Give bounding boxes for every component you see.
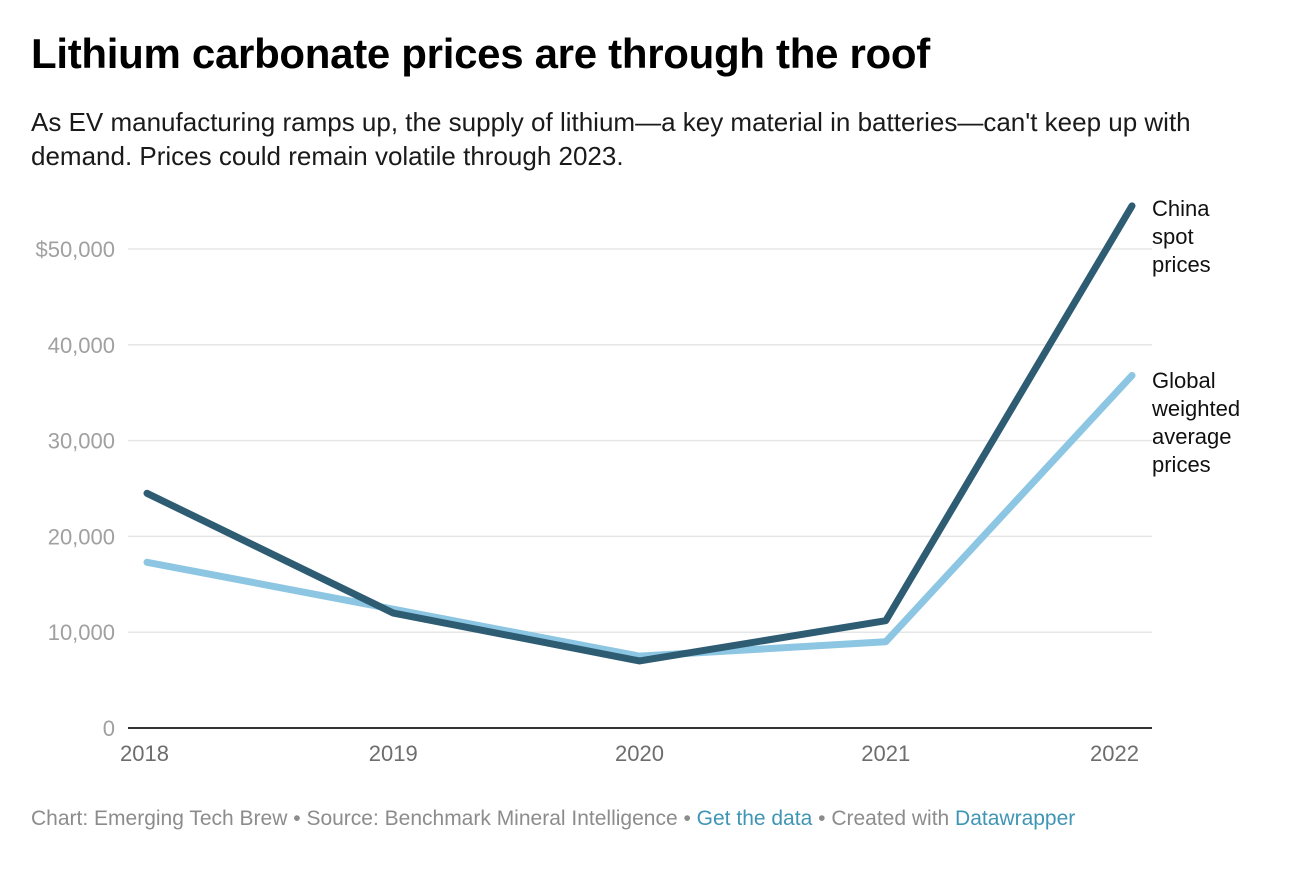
footer-separator: • (293, 807, 301, 830)
y-tick-label: 30,000 (48, 429, 115, 454)
global-weighted-average-prices-label: weighted (1151, 396, 1240, 421)
y-tick-label: 40,000 (48, 333, 115, 358)
global-weighted-average-prices-label: Global (1152, 368, 1216, 393)
chart-footer: Chart: Emerging Tech Brew • Source: Benc… (31, 807, 1075, 831)
china-spot-prices-label: China (1152, 196, 1210, 221)
created-with-text: Created with (831, 807, 950, 830)
footer-separator: • (818, 807, 826, 830)
x-tick-label: 2022 (1090, 741, 1139, 766)
series-labels: China spot prices Global weighted average pric… (1151, 196, 1240, 477)
x-tick-label: 2021 (861, 741, 910, 766)
y-tick-label: $50,000 (35, 237, 115, 262)
x-tick-label: 2020 (615, 741, 664, 766)
global-weighted-average-prices-label: prices (1152, 452, 1211, 477)
x-axis-ticks: 2018 2019 2020 2021 2022 (120, 741, 1139, 766)
gridlines (128, 248, 1152, 729)
datawrapper-link[interactable]: Datawrapper (955, 807, 1076, 830)
x-tick-label: 2019 (369, 741, 418, 766)
chart-subtitle: As EV manufacturing ramps up, the supply… (31, 107, 1191, 171)
global-weighted-average-prices-label: average (1152, 424, 1232, 449)
y-tick-label: 10,000 (48, 620, 115, 645)
y-tick-label: 0 (103, 716, 115, 741)
get-the-data-link[interactable]: Get the data (696, 807, 813, 830)
footer-separator: • (683, 807, 691, 830)
global-weighted-average-prices-line (143, 371, 1136, 660)
y-axis-ticks: 0 10,000 20,000 30,000 40,000 $50,000 (35, 237, 115, 741)
china-spot-prices-label: spot (1152, 224, 1194, 249)
chart-credit: Chart: Emerging Tech Brew (31, 807, 288, 830)
x-tick-label: 2018 (120, 741, 169, 766)
source-credit: Source: Benchmark Mineral Intelligence (306, 807, 678, 830)
series-lines (143, 202, 1136, 665)
china-spot-prices-label: prices (1152, 252, 1211, 277)
y-tick-label: 20,000 (48, 524, 115, 549)
chart-title: Lithium carbonate prices are through the… (31, 30, 930, 77)
